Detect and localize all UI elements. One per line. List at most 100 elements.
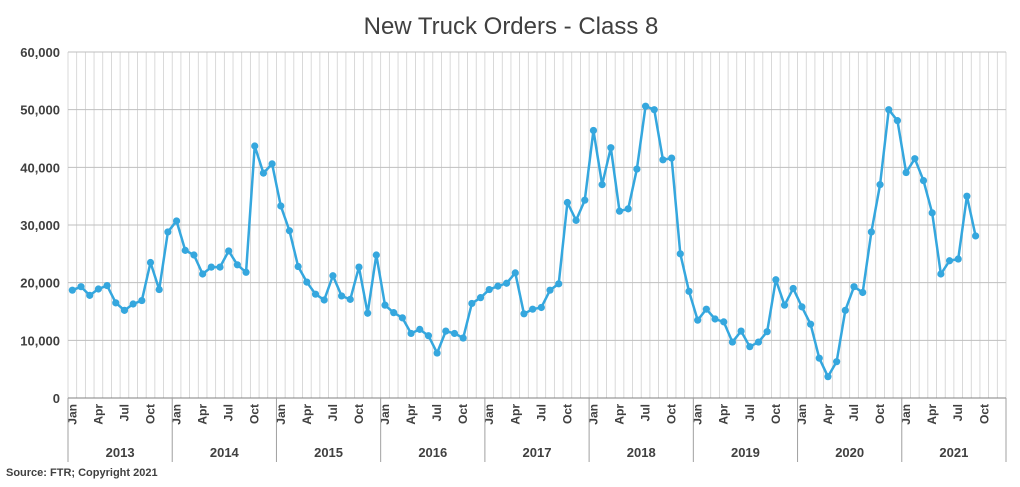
data-point: [893, 117, 902, 125]
x-tick-label: Jul: [743, 404, 757, 421]
data-point: [138, 296, 146, 305]
data-point: [112, 299, 120, 307]
data-point: [650, 106, 658, 114]
data-point: [381, 301, 389, 309]
data-point: [294, 262, 302, 271]
x-tick-label: Jan: [482, 404, 496, 425]
x-tick-label: Apr: [925, 404, 939, 425]
data-point: [372, 251, 380, 259]
x-tick-label: Oct: [248, 404, 262, 424]
data-point: [581, 196, 589, 204]
data-point: [329, 272, 337, 280]
data-point: [103, 281, 111, 290]
year-label: 2016: [418, 445, 447, 460]
data-point: [503, 279, 511, 287]
x-tick-label: Jan: [378, 404, 392, 425]
data-point: [833, 358, 841, 366]
y-tick-label: 20,000: [20, 276, 60, 291]
data-point: [155, 285, 163, 294]
data-point: [754, 338, 763, 346]
data-point: [416, 325, 424, 333]
data-point: [963, 192, 971, 200]
x-tick-label: Jul: [222, 404, 236, 421]
data-point: [494, 282, 502, 290]
data-point: [546, 286, 554, 294]
year-label: 2017: [523, 445, 552, 460]
x-tick-label: Apr: [508, 404, 522, 425]
x-tick-label: Oct: [665, 404, 679, 424]
data-point: [746, 343, 754, 351]
data-point: [68, 286, 76, 294]
data-point: [190, 251, 198, 259]
data-point: [572, 216, 580, 224]
x-tick-label: Jan: [65, 404, 79, 425]
x-tick-label: Jan: [691, 404, 705, 425]
x-tick-label: Oct: [456, 404, 470, 424]
data-point: [694, 316, 702, 324]
y-tick-label: 40,000: [20, 160, 60, 175]
data-point: [902, 168, 910, 177]
data-point: [589, 126, 598, 135]
x-tick-label: Jan: [274, 404, 288, 425]
data-point: [928, 209, 936, 217]
data-point: [311, 290, 320, 298]
x-tick-label: Jul: [117, 404, 131, 421]
data-point: [702, 305, 710, 313]
data-point: [824, 373, 832, 381]
data-point: [468, 299, 476, 308]
x-tick-label: Apr: [91, 404, 105, 425]
data-point: [120, 306, 129, 314]
year-label: 2021: [939, 445, 968, 460]
data-point: [251, 142, 259, 150]
data-point: [537, 303, 545, 312]
data-point: [937, 270, 945, 278]
data-point: [346, 295, 354, 303]
x-tick-label: Jul: [951, 404, 965, 421]
year-label: 2015: [314, 445, 343, 460]
chart-title: New Truck Orders - Class 8: [364, 13, 659, 40]
x-tick-label: Jan: [899, 404, 913, 425]
data-point: [850, 283, 858, 291]
data-point: [199, 270, 207, 278]
x-tick-label: Oct: [560, 404, 574, 424]
data-point: [780, 301, 789, 309]
data-point: [676, 250, 684, 258]
x-tick-label: Apr: [300, 404, 314, 425]
data-point: [277, 202, 285, 210]
data-point: [172, 217, 181, 225]
data-point: [485, 285, 493, 294]
x-tick-label: Jul: [430, 404, 444, 421]
data-point: [885, 106, 893, 114]
data-point: [398, 314, 406, 322]
data-point: [798, 303, 806, 311]
x-tick-label: Oct: [977, 404, 991, 424]
data-point: [77, 283, 85, 291]
data-point: [146, 258, 155, 267]
data-point: [164, 228, 172, 236]
data-point: [225, 247, 233, 255]
data-point: [876, 181, 884, 189]
data-point: [668, 154, 676, 162]
data-point: [511, 269, 519, 277]
x-tick-label: Oct: [352, 404, 366, 424]
year-label: 2013: [106, 445, 135, 460]
data-point: [259, 169, 268, 177]
gridlines: [67, 51, 1007, 399]
y-tick-label: 30,000: [20, 218, 60, 233]
data-point: [841, 306, 849, 314]
data-point: [772, 276, 780, 284]
data-point: [659, 156, 667, 164]
data-point: [815, 354, 823, 362]
data-point: [685, 287, 693, 295]
x-tick-label: Oct: [769, 404, 783, 424]
data-point: [285, 227, 294, 235]
data-point: [806, 320, 815, 328]
data-point: [945, 257, 954, 265]
data-point: [181, 246, 189, 254]
x-tick-label: Apr: [821, 404, 835, 425]
data-point: [624, 205, 632, 213]
series-path: [71, 104, 977, 378]
data-point: [763, 328, 771, 336]
data-point: [86, 291, 94, 299]
data-point: [476, 294, 485, 302]
